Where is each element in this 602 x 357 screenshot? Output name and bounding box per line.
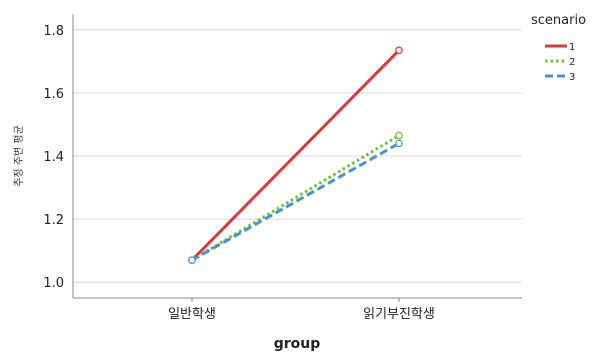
x-tick-label: 읽기부진학생: [363, 307, 435, 322]
data-point: [188, 256, 196, 264]
series-lines: [188, 46, 403, 264]
legend-label: 1: [569, 42, 575, 53]
grid-lines: [73, 29, 522, 283]
legend: scenario 1 2 3: [531, 13, 586, 83]
y-tick-label: 1.4: [43, 150, 64, 165]
data-point: [395, 131, 403, 140]
y-tick-label: 1.0: [43, 276, 64, 291]
legend-label: 2: [569, 57, 575, 68]
y-tick-label: 1.6: [43, 87, 64, 102]
y-tick-labels: 1.0 1.2 1.4 1.6 1.8: [43, 24, 64, 291]
axes: [72, 14, 522, 299]
y-tick-label: 1.2: [43, 213, 64, 228]
data-point: [395, 139, 403, 148]
y-tick-label: 1.8: [43, 24, 64, 39]
y-axis-title: 추정 주변 평균: [13, 125, 25, 187]
series-line-1: [190, 49, 401, 262]
data-point: [395, 46, 403, 55]
x-tick-label: 일반학생: [168, 307, 216, 322]
legend-label: 3: [569, 72, 575, 83]
x-axis-title: group: [274, 336, 321, 352]
legend-title: scenario: [531, 13, 586, 28]
series-line-3: [191, 142, 400, 262]
x-tick-labels: 일반학생 읽기부진학생: [168, 298, 435, 322]
